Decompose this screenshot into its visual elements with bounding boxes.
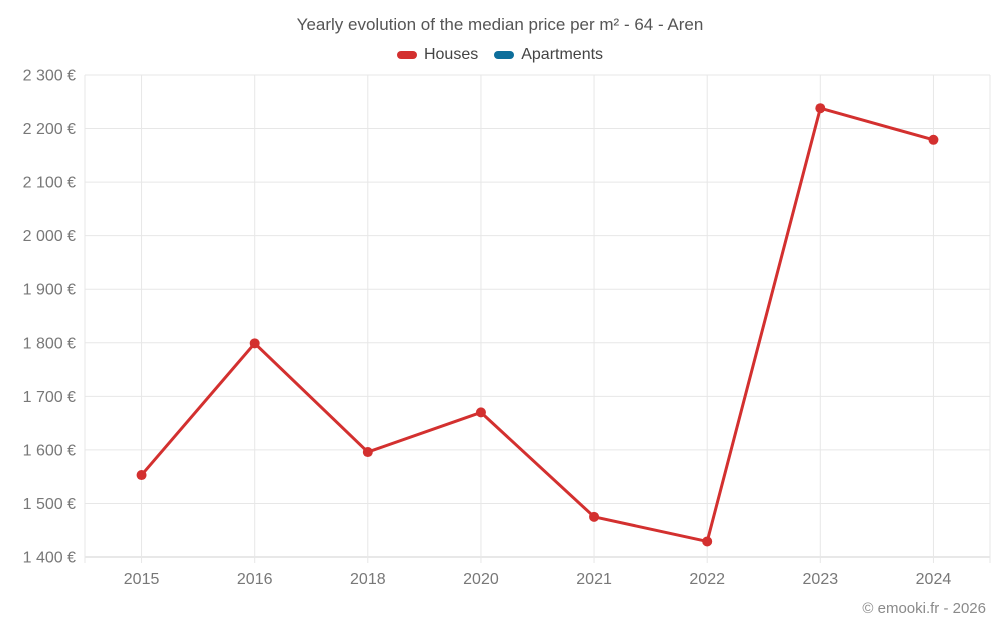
- y-axis-tick-label: 1 500 €: [23, 496, 76, 513]
- data-point-houses: [136, 470, 147, 481]
- x-axis-tick-label: 2022: [689, 571, 725, 588]
- x-axis-tick-label: 2020: [463, 571, 499, 588]
- y-axis-tick-label: 1 900 €: [23, 282, 76, 299]
- y-axis-tick-label: 1 800 €: [23, 335, 76, 352]
- legend-label-houses: Houses: [423, 46, 479, 63]
- y-axis-tick-label: 2 100 €: [23, 175, 76, 192]
- x-axis-tick-label: 2015: [124, 571, 160, 588]
- y-axis-tick-label: 1 400 €: [23, 550, 76, 567]
- y-axis-tick-label: 2 200 €: [23, 121, 76, 138]
- data-point-houses: [928, 134, 939, 145]
- y-axis-tick-label: 1 600 €: [23, 442, 76, 459]
- data-point-houses: [475, 407, 486, 418]
- x-axis-tick-label: 2024: [916, 571, 952, 588]
- data-point-houses: [815, 103, 826, 114]
- legend-label-apartments: Apartments: [521, 46, 604, 63]
- x-axis-tick-label: 2023: [803, 571, 839, 588]
- chart-title: Yearly evolution of the median price per…: [296, 15, 704, 34]
- apartments-series-swatch-icon: [494, 51, 515, 59]
- y-axis-tick-label: 2 000 €: [23, 228, 76, 245]
- y-axis-tick-label: 1 700 €: [23, 389, 76, 406]
- y-axis-tick-label: 2 300 €: [23, 68, 76, 85]
- data-point-houses: [702, 536, 713, 547]
- chart-legend: Houses Apartments: [0, 46, 1000, 64]
- x-axis-tick-label: 2016: [237, 571, 273, 588]
- data-point-houses: [249, 338, 260, 349]
- series-line-houses: [140, 106, 935, 543]
- x-axis-tick-label: 2018: [350, 571, 386, 588]
- legend-item-apartments[interactable]: Apartments: [494, 46, 603, 64]
- copyright-footer: © emooki.fr - 2026: [862, 600, 986, 617]
- houses-series-swatch-icon: [396, 51, 417, 59]
- x-axis-tick-label: 2021: [576, 571, 612, 588]
- data-point-houses: [362, 447, 373, 458]
- legend-item-houses[interactable]: Houses: [396, 46, 479, 64]
- data-point-houses: [589, 511, 600, 522]
